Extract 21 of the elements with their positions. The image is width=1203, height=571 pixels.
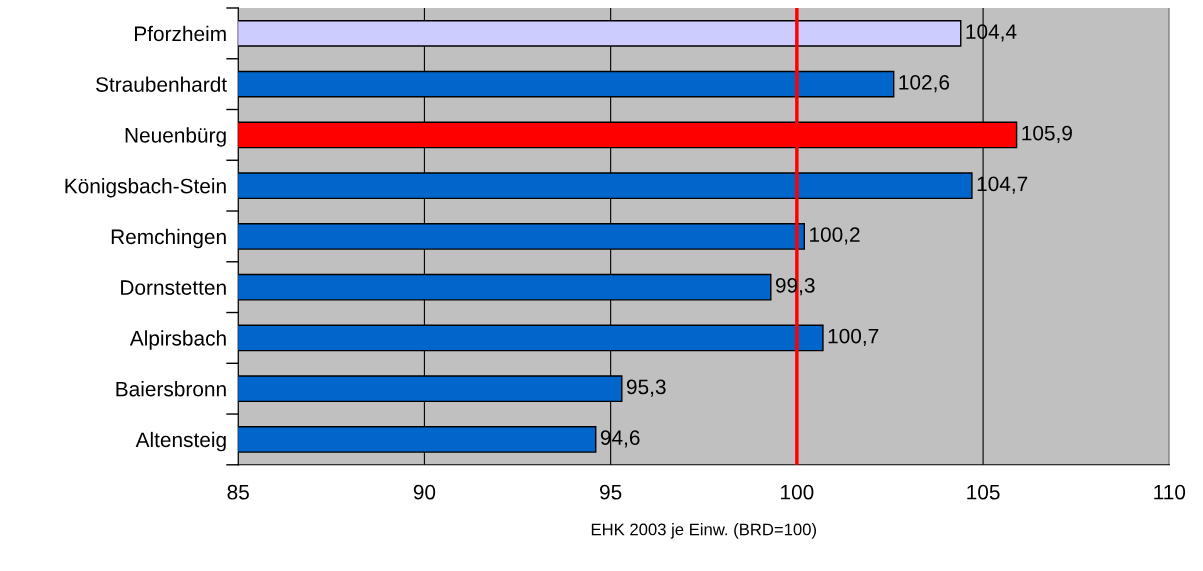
- data-label: 105,9: [1022, 125, 1072, 143]
- x-tick-label: 95: [600, 484, 622, 500]
- x-tick-label: 90: [413, 484, 436, 500]
- y-tick-label: Dornstetten: [121, 280, 226, 295]
- data-label: 95,3: [626, 379, 666, 397]
- x-tick-label: 110: [1154, 484, 1186, 500]
- y-tick-label: Remchingen: [111, 228, 226, 249]
- x-tick-label: 105: [967, 484, 1000, 500]
- y-tick-label: Alpirsbach: [129, 330, 226, 350]
- y-tick-label: Pforzheim: [135, 25, 226, 42]
- x-tick-label: 85: [227, 484, 249, 500]
- x-axis-title: EHK 2003 je Einw. (BRD=100): [591, 523, 816, 539]
- y-tick-label: Straubenhardt: [96, 76, 227, 92]
- y-tick-label: Altensteig: [135, 431, 226, 452]
- x-tick-label: 100: [781, 484, 814, 500]
- data-label: 100,2: [810, 227, 860, 245]
- y-tick-label: Königsbach-Stein: [65, 178, 226, 198]
- data-label: 102,6: [899, 74, 950, 93]
- data-label: 100,7: [828, 328, 879, 346]
- y-tick-label: Neuenbürg: [125, 127, 226, 147]
- y-tick-label: Baiersbronn: [116, 381, 226, 397]
